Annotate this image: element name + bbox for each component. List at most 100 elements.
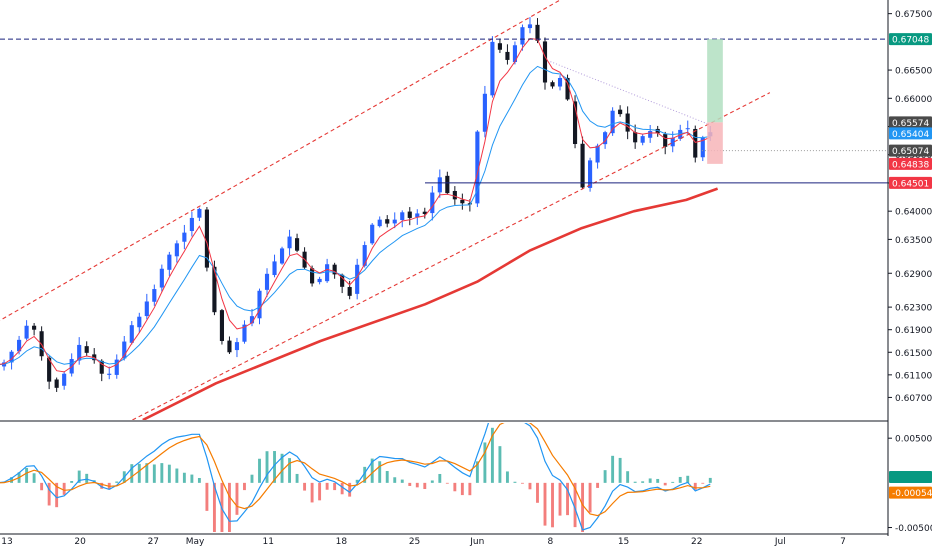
- candle-body: [595, 145, 600, 163]
- candle-body: [197, 208, 202, 218]
- candle-body: [700, 137, 705, 158]
- candle-body: [535, 24, 540, 41]
- macd-histogram-bar: [415, 482, 419, 488]
- candle-body: [62, 373, 67, 386]
- macd-histogram-bar: [303, 482, 307, 491]
- macd-histogram-bar: [190, 474, 194, 483]
- price-panel[interactable]: [0, 0, 888, 420]
- candle-body: [452, 190, 457, 200]
- macd-histogram-bar: [280, 453, 284, 483]
- macd-histogram-bar: [430, 480, 434, 483]
- macd-histogram-bar: [310, 482, 314, 503]
- macd-histogram-bar: [288, 458, 292, 483]
- candle-body: [670, 137, 675, 147]
- macd-histogram-bar: [453, 482, 457, 492]
- price-label-box: [889, 33, 932, 46]
- candle-body: [317, 278, 322, 283]
- candle-body: [204, 209, 209, 268]
- macd-histogram-bar: [348, 482, 352, 497]
- macd-histogram-bar: [686, 475, 690, 483]
- macd-histogram-bar: [513, 481, 517, 483]
- macd-histogram-bar: [618, 457, 622, 483]
- candle-body: [527, 24, 533, 29]
- macd-histogram-bar: [671, 481, 675, 483]
- macd-histogram-bar: [62, 482, 66, 495]
- price-tick-label: 0.63500: [895, 236, 932, 246]
- macd-histogram-bar: [656, 478, 660, 483]
- macd-histogram-bar: [85, 473, 89, 483]
- candle-body: [407, 211, 412, 218]
- macd-histogram-bar: [708, 477, 712, 483]
- macd-histogram-bar: [588, 482, 592, 513]
- macd-histogram-bar: [536, 482, 539, 503]
- macd-histogram-bar: [611, 455, 615, 483]
- macd-histogram-bar: [551, 482, 554, 528]
- time-tick-label: Jun: [469, 537, 484, 547]
- price-label-box: [889, 144, 932, 157]
- macd-histogram-bar: [626, 471, 630, 483]
- macd-value-text: -0.00054: [892, 489, 932, 499]
- candle-body: [32, 325, 37, 330]
- candle-body: [332, 264, 337, 275]
- macd-histogram-bar: [505, 471, 509, 483]
- macd-histogram-bar: [25, 467, 29, 483]
- macd-histogram-bar: [273, 451, 276, 483]
- candle-body: [167, 254, 172, 270]
- candle-body: [640, 136, 645, 143]
- macd-histogram-bar: [370, 458, 374, 483]
- macd-histogram-bar: [325, 482, 329, 490]
- candle-body: [572, 101, 578, 145]
- macd-histogram-bar: [633, 481, 637, 483]
- channel-line: [132, 92, 771, 420]
- macd-histogram-bar: [678, 476, 682, 483]
- price-axis[interactable]: 0.675000.665000.660000.655000.650000.645…: [0, 0, 932, 536]
- macd-histogram-bar: [55, 482, 59, 508]
- macd-histogram-bar: [573, 482, 577, 528]
- candle-body: [482, 93, 487, 132]
- candle-body: [107, 373, 112, 375]
- price-tick-label: 0.62900: [895, 270, 932, 280]
- macd-histogram-bar: [182, 472, 186, 483]
- macd-histogram-bar: [378, 461, 382, 483]
- candle-body: [633, 132, 638, 143]
- candle-body: [24, 325, 29, 339]
- macd-histogram-bar: [258, 458, 261, 483]
- macd-histogram-bar: [543, 482, 547, 526]
- macd-histogram-bar: [228, 482, 231, 532]
- candle-body: [693, 128, 698, 158]
- time-axis[interactable]: 13 20 27 May 11 18 25 Jun 8 15 22 Jul 7: [0, 533, 888, 547]
- price-label-text: 0.65074: [892, 147, 929, 157]
- candle-body: [362, 245, 367, 266]
- macd-tick-label: 0.00500: [895, 435, 932, 445]
- price-tick-label: 0.60700: [895, 394, 932, 404]
- candle-body: [377, 219, 382, 227]
- price-tick-label: 0.61900: [895, 326, 932, 336]
- candle-body: [588, 160, 593, 188]
- candle-body: [648, 131, 653, 138]
- macd-panel[interactable]: [0, 408, 712, 545]
- price-tick-label: 0.66500: [895, 67, 932, 77]
- candle-body: [234, 342, 240, 351]
- candle-body: [618, 109, 623, 115]
- candle-body: [9, 351, 14, 363]
- candle-body: [47, 357, 52, 382]
- candle-body: [400, 212, 405, 220]
- macd-histogram-bar: [10, 477, 14, 483]
- price-tick-label: 0.66000: [895, 95, 932, 105]
- candle-body: [54, 379, 59, 388]
- time-tick-label: Jul: [774, 537, 786, 547]
- candle-body: [520, 27, 525, 45]
- candle-body: [685, 128, 690, 130]
- time-tick-label: 25: [409, 537, 420, 547]
- candle-body: [279, 248, 285, 264]
- candle-body: [370, 224, 375, 244]
- time-tick-label: May: [186, 537, 205, 547]
- candle-body: [295, 238, 300, 251]
- time-tick-label: 13: [1, 537, 12, 547]
- macd-histogram-bar: [175, 468, 179, 483]
- candle-body: [174, 243, 179, 257]
- time-tick-label: 7: [840, 537, 846, 547]
- macd-histogram-bar: [438, 473, 442, 483]
- ma-long-line: [142, 187, 719, 420]
